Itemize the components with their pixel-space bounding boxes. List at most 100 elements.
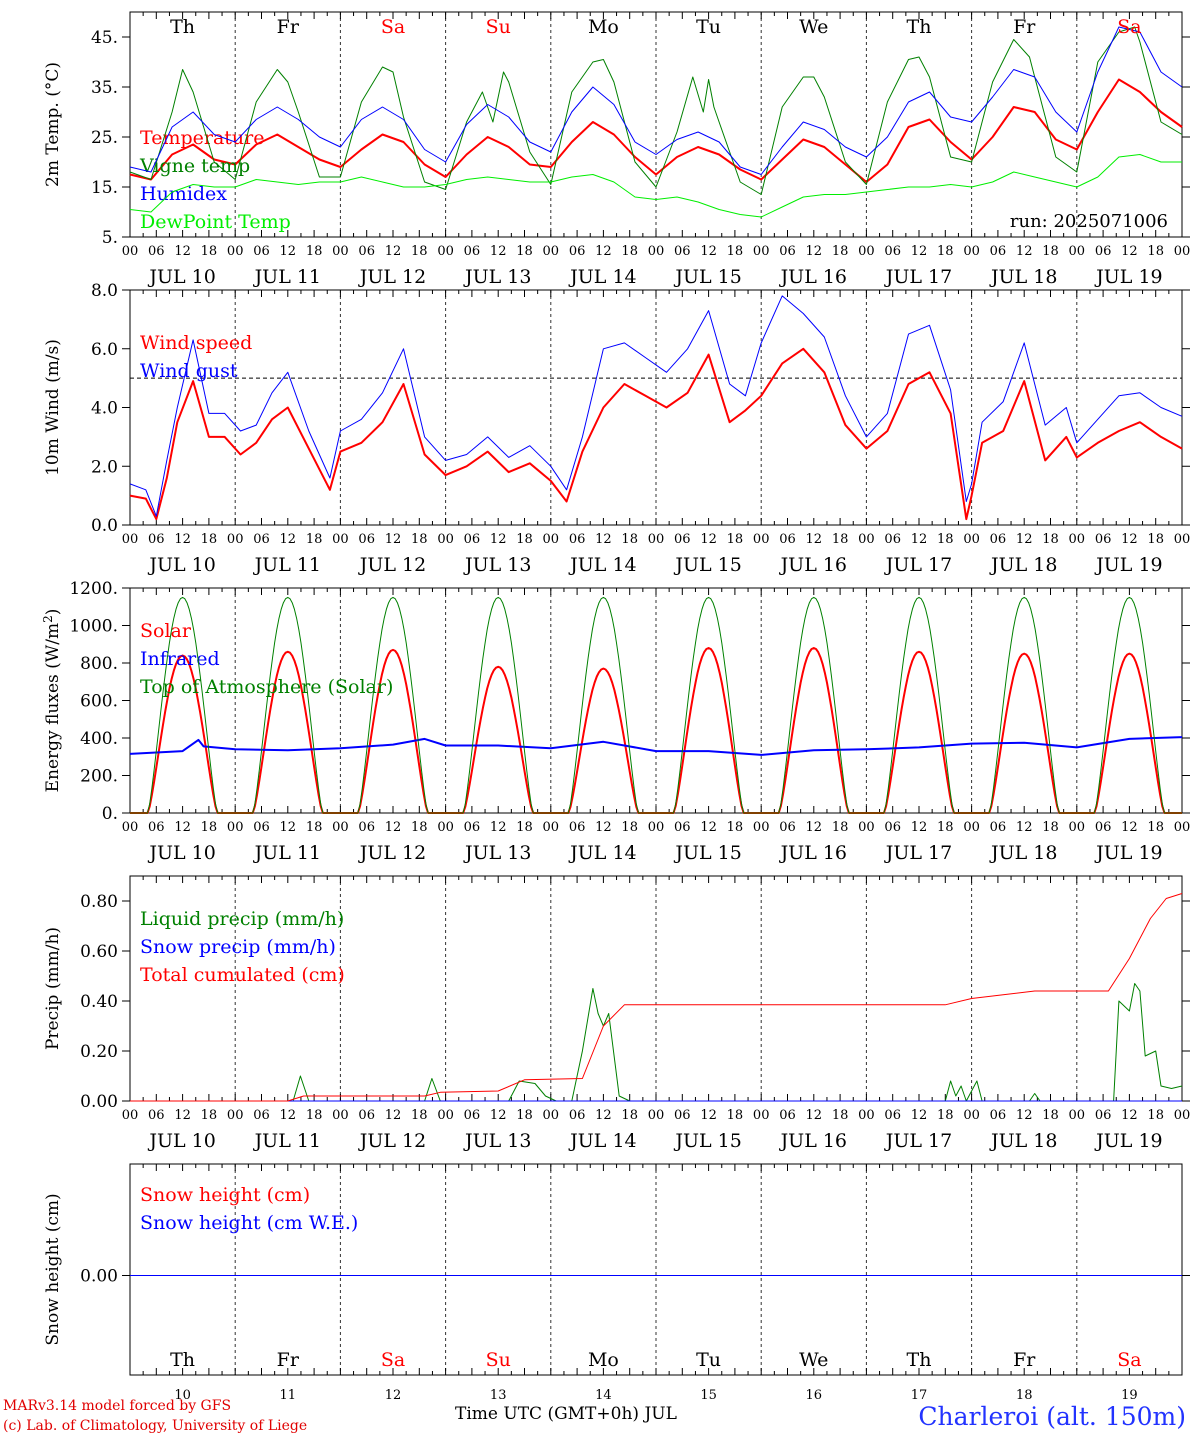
date-label: JUL 15 [673, 842, 741, 864]
hour-label: 12 [1121, 1108, 1138, 1123]
day-number-label: 19 [1121, 1388, 1138, 1403]
hour-label: 06 [464, 820, 481, 835]
hour-label: 12 [280, 820, 297, 835]
weekday-label: Sa [381, 16, 405, 38]
date-label: JUL 16 [779, 266, 847, 288]
series-line-infrared [129, 736, 1183, 756]
hour-label: 12 [385, 820, 402, 835]
hour-label: 00 [122, 244, 139, 259]
hour-label: 12 [1016, 1108, 1033, 1123]
hour-label: 18 [411, 532, 428, 547]
hour-label: 18 [516, 820, 533, 835]
hour-label: 00 [648, 820, 665, 835]
hour-label: 06 [148, 532, 165, 547]
hour-label: 12 [911, 532, 928, 547]
hour-label: 18 [727, 1108, 744, 1123]
series-line-temperature [129, 78, 1183, 183]
weekday-label: We [799, 1349, 828, 1371]
hour-label: 12 [385, 244, 402, 259]
hour-label: 12 [174, 820, 191, 835]
hour-label: 06 [358, 820, 375, 835]
hour-label: 12 [490, 820, 507, 835]
day-number-label: 13 [490, 1388, 507, 1403]
hour-label: 06 [569, 244, 586, 259]
station-name: Charleroi (alt. 150m) [918, 1402, 1186, 1431]
y-tick-label: 600. [80, 692, 118, 712]
hour-label: 18 [306, 820, 323, 835]
hour-label: 18 [516, 1108, 533, 1123]
hour-label: 00 [1069, 1108, 1086, 1123]
hour-label: 00 [437, 532, 454, 547]
hour-label: 00 [332, 244, 349, 259]
y-tick-label: 200. [80, 767, 118, 787]
hour-label: 00 [437, 820, 454, 835]
run-label: run: 2025071006 [1010, 211, 1168, 232]
y-tick-label: 800. [80, 654, 118, 674]
hour-label: 00 [648, 532, 665, 547]
hour-label: 00 [963, 244, 980, 259]
hour-label: 06 [148, 1108, 165, 1123]
legend-entry: Top of Atmosphere (Solar) [140, 676, 393, 698]
legend-entry: Total cumulated (cm) [140, 964, 345, 986]
legend-entry: Vigne temp [139, 155, 250, 177]
weekday-label: Fr [277, 16, 300, 38]
weekday-label: Tu [696, 1349, 721, 1371]
day-number-label: 12 [385, 1388, 402, 1403]
weekday-label: Sa [1117, 16, 1141, 38]
weekday-label: We [799, 16, 828, 38]
hour-label: 06 [1095, 820, 1112, 835]
hour-label: 18 [411, 820, 428, 835]
hour-label: 06 [253, 532, 270, 547]
hour-label: 06 [779, 820, 796, 835]
hour-label: 00 [753, 244, 770, 259]
hour-label: 06 [884, 820, 901, 835]
weekday-label: Fr [1013, 1349, 1036, 1371]
hour-label: 06 [1095, 1108, 1112, 1123]
hour-label: 12 [1016, 532, 1033, 547]
date-label: JUL 14 [568, 1130, 636, 1152]
date-label: JUL 18 [989, 554, 1057, 576]
hour-label: 00 [332, 1108, 349, 1123]
hour-label: 06 [884, 1108, 901, 1123]
series-line-liquid-precip-mm-h- [130, 983, 1183, 1102]
date-label: JUL 14 [568, 266, 636, 288]
hour-label: 00 [1069, 532, 1086, 547]
hour-label: 12 [1121, 532, 1138, 547]
hour-label: 06 [358, 244, 375, 259]
date-label: JUL 12 [358, 842, 426, 864]
hour-label: 00 [1174, 532, 1191, 547]
hour-label: 12 [806, 820, 823, 835]
hour-label: 18 [306, 244, 323, 259]
hour-label: 00 [1174, 820, 1191, 835]
hour-label: 18 [621, 820, 638, 835]
hour-label: 00 [858, 820, 875, 835]
date-label: JUL 19 [1094, 554, 1162, 576]
y-tick-label: 0.00 [80, 1267, 118, 1287]
day-number-label: 17 [911, 1388, 928, 1403]
hour-label: 00 [1174, 244, 1191, 259]
hour-label: 18 [201, 244, 218, 259]
hour-label: 12 [385, 532, 402, 547]
hour-label: 18 [937, 820, 954, 835]
series-line-humidex [129, 26, 1183, 175]
date-label: JUL 10 [147, 554, 215, 576]
hour-label: 12 [174, 244, 191, 259]
date-label: JUL 11 [253, 266, 321, 288]
hour-label: 00 [437, 1108, 454, 1123]
y-tick-label: 400. [80, 729, 118, 749]
time-axis-label: Time UTC (GMT+0h) JUL [455, 1404, 677, 1424]
hour-label: 12 [1121, 820, 1138, 835]
day-number-label: 16 [806, 1388, 823, 1403]
weekday-label: Fr [277, 1349, 300, 1371]
hour-label: 18 [621, 244, 638, 259]
hour-label: 12 [806, 532, 823, 547]
date-label: JUL 18 [989, 266, 1057, 288]
legend-entry: Wind gust [140, 360, 238, 382]
hour-label: 06 [148, 820, 165, 835]
hour-label: 18 [727, 820, 744, 835]
date-label: JUL 19 [1094, 1130, 1162, 1152]
hour-label: 12 [385, 1108, 402, 1123]
hour-label: 12 [911, 244, 928, 259]
hour-label: 06 [464, 1108, 481, 1123]
